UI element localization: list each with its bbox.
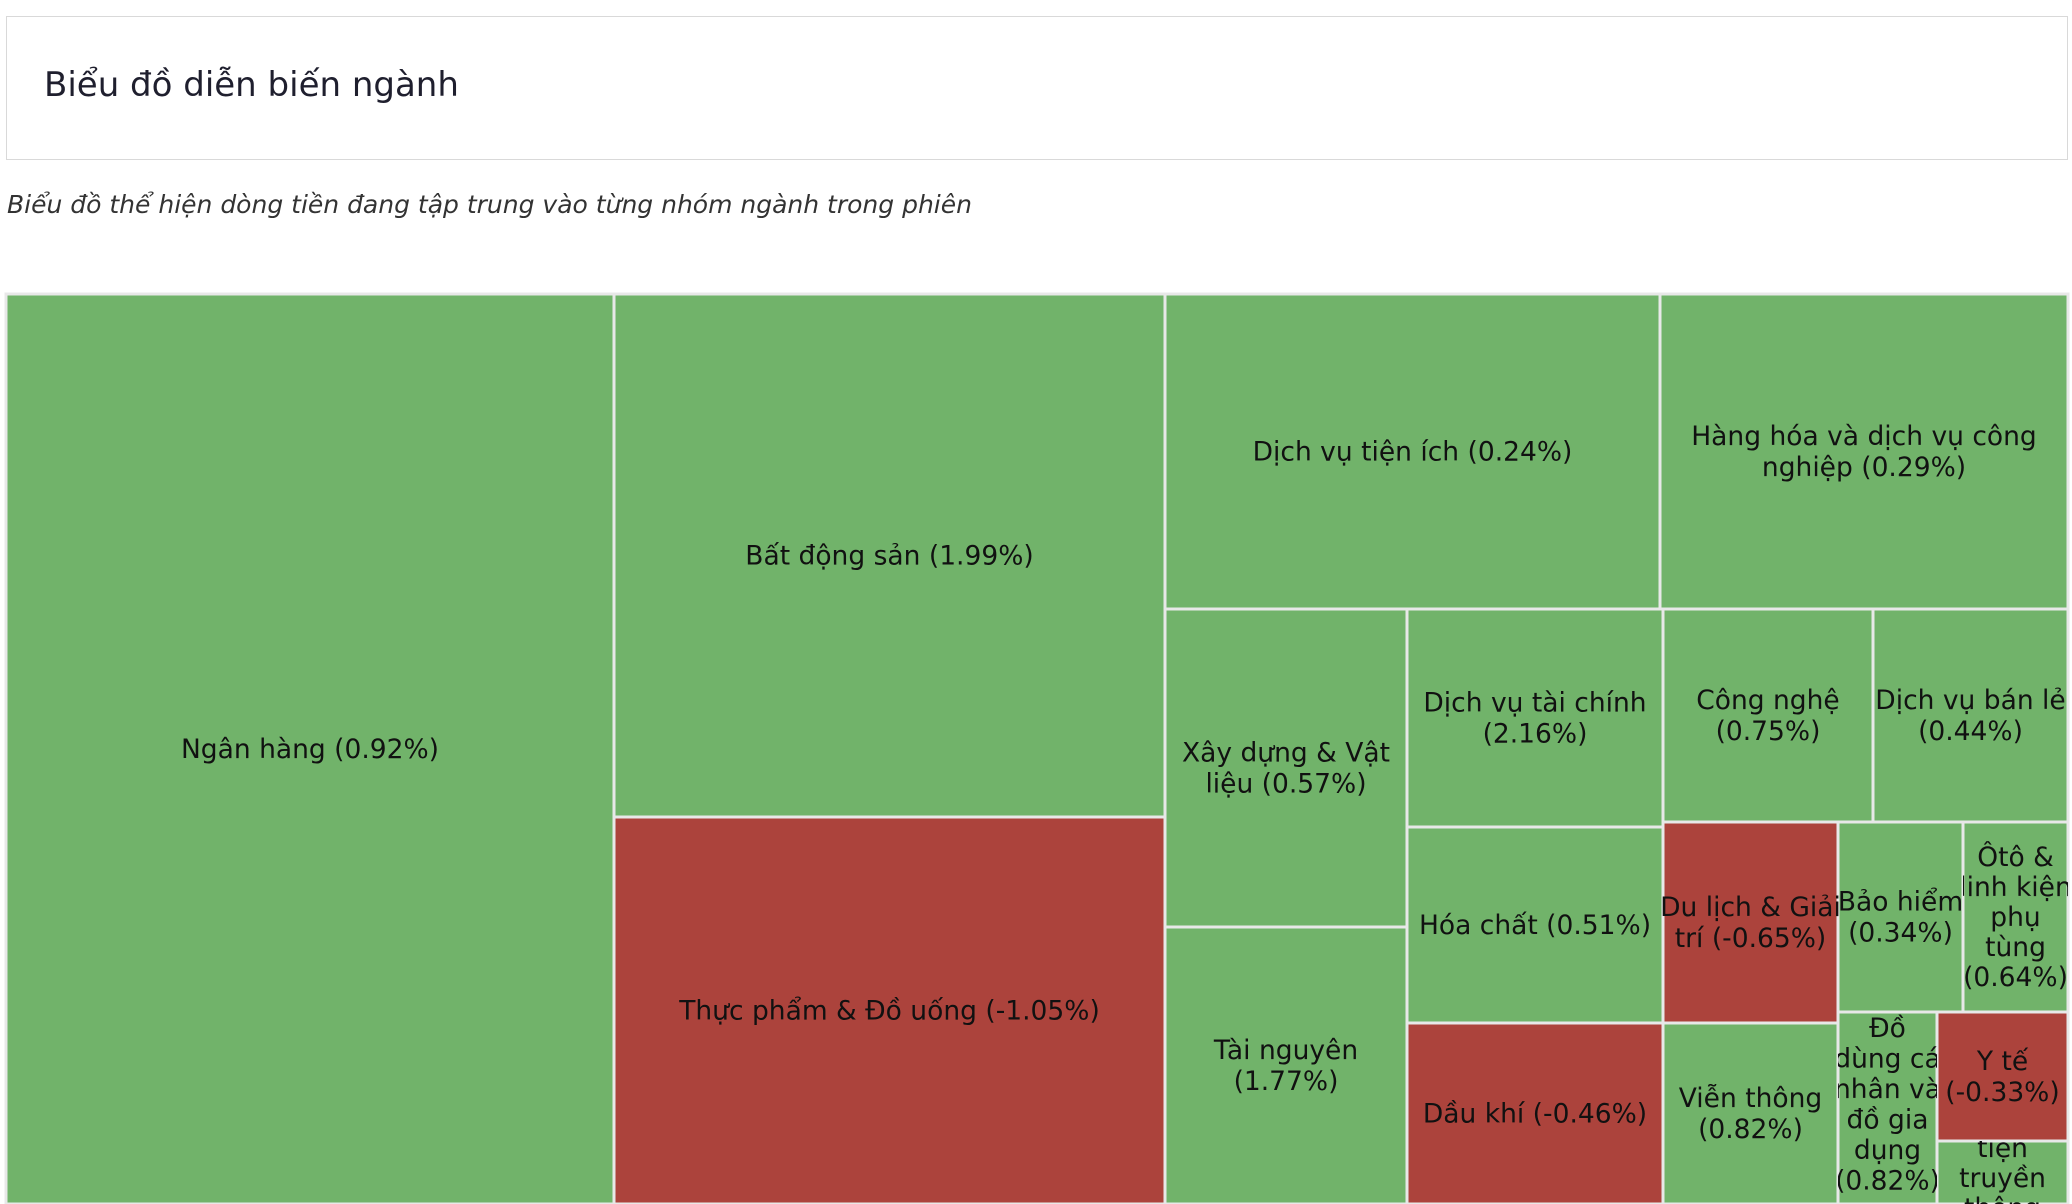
treemap-tile[interactable] [1405,1021,1665,1204]
treemap-tile[interactable] [1163,607,1409,929]
treemap-tile-label: Hàng hóa và dịch vụ công nghiệp (0.29%) [1691,421,2037,483]
treemap-tile-label: Tài nguyên (1.77%) [1213,1035,1358,1097]
treemap-tile-label: Du lịch & Giải trí (-0.65%) [1660,892,1841,954]
treemap-tile-label: Bất động sản (1.99%) [745,540,1033,571]
treemap-tile[interactable] [612,815,1167,1204]
treemap-tile-label: Dịch vụ bán lẻ (0.44%) [1875,685,2065,747]
treemap-tile[interactable] [1871,607,2070,824]
treemap-tile[interactable] [1163,925,1409,1204]
treemap-tile-label: tiệntruyềnthông [1959,1133,2046,1204]
treemap-tile-label: Viễn thông (0.82%) [1679,1083,1822,1145]
treemap-tile-label: Đồ dùng cá nhân và đồ gia dụng (0.82%) [1834,1012,1941,1196]
chart-title: Biểu đồ diễn biến ngành [44,65,459,105]
treemap-tile-label: Dịch vụ tiện ích (0.24%) [1253,436,1573,467]
treemap-tile-label: Xây dựng & Vật liệu (0.57%) [1182,737,1390,799]
treemap-tile-label: Thực phẩm & Đồ uống (-1.05%) [678,995,1100,1026]
treemap-tile[interactable] [1661,607,1875,824]
treemap-tile-label: Dầu khí (-0.46%) [1423,1098,1647,1129]
treemap-tile[interactable] [1661,1021,1840,1204]
treemap-tile-label: Ôtô & linh kiện phụ tùng (0.64%) [1959,841,2072,993]
chart-subtitle: Biểu đồ thể hiện dòng tiền đang tập trun… [7,190,972,219]
treemap-tile[interactable] [1658,292,2070,611]
treemap-tile[interactable] [1163,292,1662,611]
treemap-tile-label: Bảo hiểm (0.34%) [1838,886,1963,948]
treemap-tile-label: Hóa chất (0.51%) [1419,910,1651,941]
treemap-tile[interactable] [1935,1010,2070,1143]
treemap-tile[interactable] [1405,825,1665,1025]
treemap-tile[interactable] [1661,820,1840,1025]
treemap-tile[interactable] [612,292,1167,819]
treemap-tile-label: Ngân hàng (0.92%) [181,734,439,765]
treemap-tile[interactable] [1935,1139,2070,1204]
treemap-tile[interactable] [1405,607,1665,829]
treemap-tile[interactable] [1961,820,2070,1014]
treemap-tile[interactable] [1836,1010,1939,1204]
treemap-tile-label: Dịch vụ tài chính (2.16%) [1423,687,1646,749]
treemap-tile-label: Công nghệ (0.75%) [1696,685,1839,747]
chart-header-box: Biểu đồ diễn biến ngành [6,16,2068,160]
treemap-tile-label: Y tế (-0.33%) [1945,1046,2059,1108]
